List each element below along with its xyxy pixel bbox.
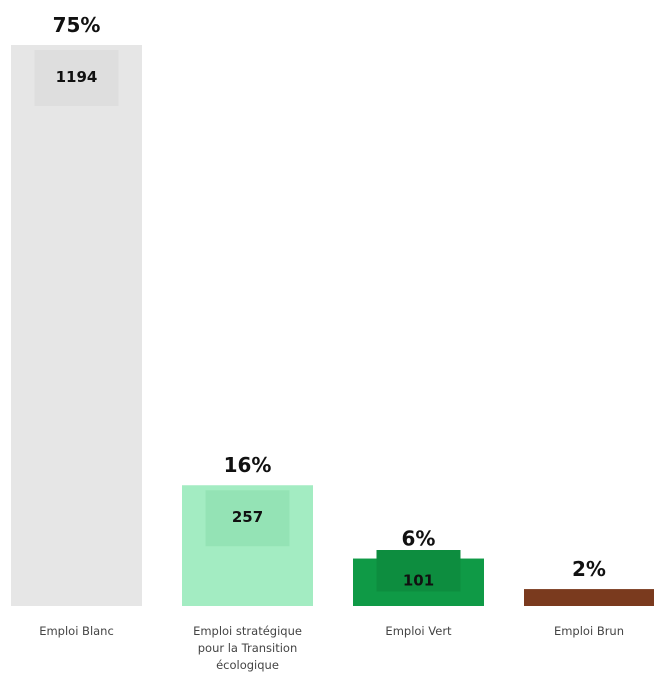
labels-layer: 1194 75% Emploi Blanc 257 16% Emploi stratégi… bbox=[39, 13, 624, 672]
value-label-1: 257 bbox=[232, 508, 263, 526]
bar-0[interactable] bbox=[11, 45, 142, 606]
category-label-3: Emploi Brun bbox=[554, 624, 624, 638]
category-label-1: Emploi stratégique pour la Transition écol… bbox=[193, 624, 302, 672]
value-box-0 bbox=[34, 50, 119, 106]
value-label-2: 101 bbox=[403, 572, 434, 590]
percent-label-2: 6% bbox=[402, 527, 436, 551]
bars-layer bbox=[11, 45, 654, 606]
value-box-1 bbox=[205, 490, 290, 547]
category-label-0: Emploi Blanc bbox=[39, 624, 114, 638]
value-label-0: 1194 bbox=[56, 68, 98, 86]
percent-label-0: 75% bbox=[53, 13, 101, 37]
percent-label-1: 16% bbox=[224, 453, 272, 477]
percent-label-3: 2% bbox=[572, 557, 606, 581]
bar-3[interactable] bbox=[524, 589, 654, 606]
value-box-2 bbox=[376, 550, 461, 592]
category-label-2: Emploi Vert bbox=[385, 624, 452, 638]
